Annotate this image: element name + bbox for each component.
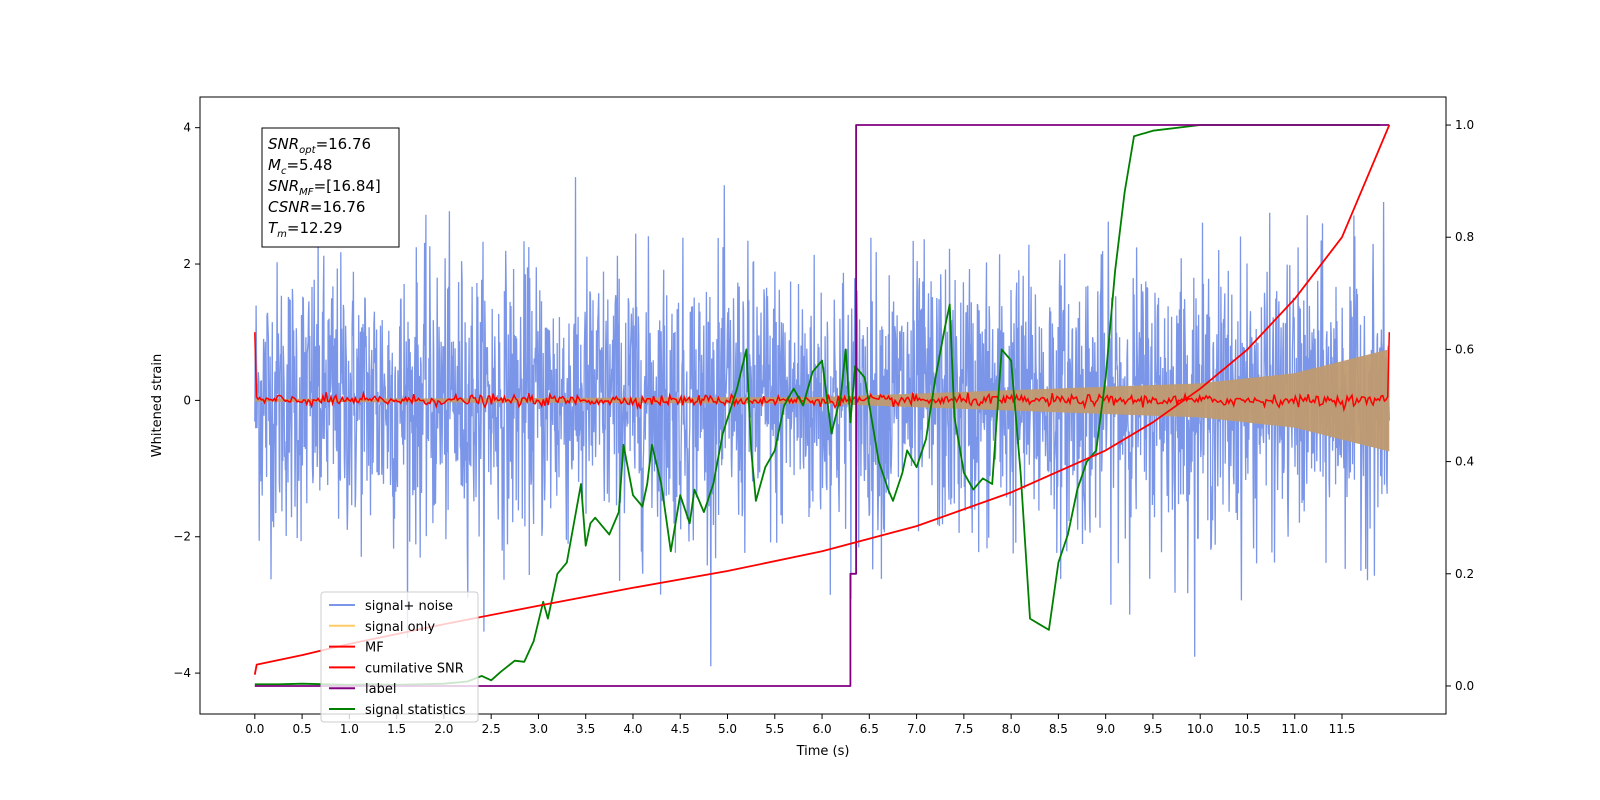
x-tick-label: 1.0	[340, 722, 359, 736]
x-tick-label: 9.5	[1143, 722, 1162, 736]
annotation-line: Mc=5.48	[268, 156, 332, 177]
legend-frame	[320, 591, 479, 723]
x-tick-label: 10.0	[1187, 722, 1214, 736]
y2-tick-label: 0.0	[1455, 679, 1474, 693]
x-tick-label: 2.0	[434, 722, 453, 736]
legend-entry: signal statistics	[365, 703, 466, 718]
y2-tick-label: 0.8	[1455, 230, 1474, 244]
x-tick-label: 7.0	[907, 722, 926, 736]
annotation-line: CSNR=16.76	[268, 198, 365, 216]
axes: 0.0 0.5 1.0 1.5 2.0 2.5 3.0 3.5 4.0 4.5 5.0 5.5 6.0 6…	[173, 118, 1474, 736]
annotation-frame	[261, 127, 400, 248]
y-tick-label: 4	[183, 121, 191, 135]
x-tick-label: 11.0	[1281, 722, 1308, 736]
x-tick-label: 0.0	[245, 722, 264, 736]
x-tick-label: 2.5	[482, 722, 501, 736]
x-tick-label: 3.5	[576, 722, 595, 736]
x-tick-label: 6.0	[813, 722, 832, 736]
x-tick-label: 10.5	[1234, 722, 1261, 736]
annotation-line: SNRMF=[16.84]	[268, 177, 381, 198]
legend-entry: cumilative SNR	[365, 661, 464, 676]
x-tick-label: 6.5	[860, 722, 879, 736]
legend-entry: signal+ noise	[365, 599, 453, 614]
legend-entry: signal only	[365, 620, 435, 635]
x-tick-label: 4.0	[623, 722, 642, 736]
annotation-line: Tm=12.29	[268, 219, 342, 240]
series-line-signal-noise	[254, 177, 1390, 667]
x-tick-label: 8.5	[1049, 722, 1068, 736]
x-tick-label: 0.5	[293, 722, 312, 736]
y2-tick-label: 1.0	[1455, 118, 1474, 132]
legend: signal+ noise signal only MF cumilative SNR…	[320, 591, 479, 723]
series-line-label	[254, 124, 1390, 687]
y-tick-label: 2	[183, 257, 191, 271]
x-tick-label: 5.5	[765, 722, 784, 736]
y2-tick-label: 0.4	[1455, 455, 1474, 469]
y-tick-label: −4	[173, 666, 191, 680]
annotation-line: SNRopt=16.76	[268, 135, 371, 156]
x-tick-label: 8.0	[1002, 722, 1021, 736]
x-tick-label: 9.0	[1096, 722, 1115, 736]
y-axis-label: Whitened strain	[150, 354, 165, 457]
y-tick-label: 0	[183, 393, 191, 407]
x-tick-label: 3.0	[529, 722, 548, 736]
x-tick-label: 5.0	[718, 722, 737, 736]
annotation-box: SNRopt=16.76Mc=5.48SNRMF=[16.84]CSNR=16.…	[261, 127, 400, 248]
x-axis-label: Time (s)	[796, 744, 850, 759]
x-tick-label: 7.5	[954, 722, 973, 736]
plot-frame	[199, 96, 1447, 715]
x-tick-label: 1.5	[387, 722, 406, 736]
y2-tick-label: 0.6	[1455, 342, 1474, 356]
x-tick-label: 4.5	[671, 722, 690, 736]
series-line-mf	[254, 332, 1391, 413]
legend-entry: MF	[365, 641, 384, 656]
x-tick-label: 11.5	[1329, 722, 1356, 736]
y2-tick-label: 0.2	[1455, 567, 1474, 581]
legend-entry: label	[365, 682, 396, 697]
y-tick-label: −2	[173, 530, 191, 544]
series-line-signal-statistics	[254, 124, 1380, 686]
